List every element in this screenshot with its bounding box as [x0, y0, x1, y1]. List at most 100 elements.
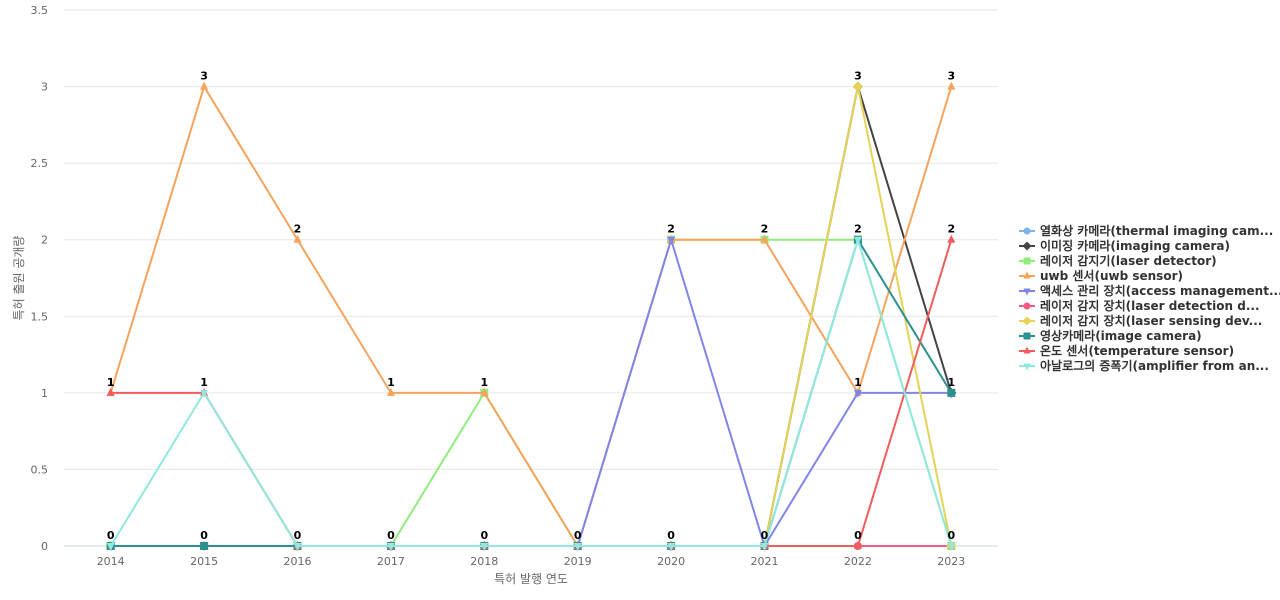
x-tick-label: 2023 — [937, 555, 965, 568]
legend-item: 레이저 감지기(laser detector) — [1019, 253, 1217, 268]
data-label: 0 — [294, 529, 302, 542]
data-label: 2 — [854, 223, 862, 236]
legend-label: 레이저 감지기(laser detector) — [1040, 253, 1217, 268]
data-label: 0 — [200, 529, 208, 542]
x-axis-title: 특허 발행 연도 — [494, 571, 568, 586]
y-axis-ticks: 0 0.5 1 1.5 2 2.5 3 3.5 — [31, 4, 49, 553]
legend-item: 레이저 감지 장치(laser sensing dev... — [1019, 313, 1262, 328]
data-label: 3 — [947, 70, 955, 83]
data-label: 0 — [574, 529, 582, 542]
data-point — [293, 234, 302, 243]
series-3 — [106, 81, 956, 549]
data-point — [667, 236, 676, 245]
series-line — [109, 238, 953, 547]
data-point — [386, 543, 395, 551]
legend-label: 열화상 카메라(thermal imaging cam... — [1040, 223, 1273, 238]
x-tick-label: 2019 — [564, 555, 592, 568]
x-tick-label: 2020 — [657, 555, 685, 568]
legend-item: 액세스 관리 장치(access management... — [1019, 283, 1280, 298]
legend-marker — [1023, 363, 1031, 371]
legend-label: 레이저 감지 장치(laser detection d... — [1040, 298, 1260, 313]
legend-label: 레이저 감지 장치(laser sensing dev... — [1040, 313, 1262, 328]
data-label: 0 — [947, 529, 955, 542]
legend-marker — [1023, 227, 1031, 235]
data-point — [947, 543, 956, 551]
data-point — [200, 542, 209, 550]
data-point — [200, 81, 209, 90]
series-4 — [106, 236, 956, 551]
data-label: 1 — [947, 376, 955, 389]
x-axis-ticks: 2014 2015 2016 2017 2018 2019 2020 2021 2022 2023 — [97, 555, 966, 568]
y-tick-label: 3.5 — [31, 4, 49, 17]
data-label: 0 — [107, 529, 115, 542]
x-tick-label: 2015 — [190, 555, 218, 568]
x-tick-label: 2017 — [377, 555, 405, 568]
data-label: 0 — [761, 529, 769, 542]
legend-item: uwb 센서(uwb sensor) — [1019, 268, 1183, 283]
data-point — [480, 387, 489, 396]
legend-marker — [1023, 302, 1031, 310]
legend: 열화상 카메라(thermal imaging cam...이미징 카메라(im… — [1019, 223, 1280, 373]
data-point — [947, 234, 956, 243]
legend-marker — [1023, 257, 1031, 265]
legend-marker — [1023, 346, 1031, 354]
series-9 — [106, 236, 956, 551]
data-point — [200, 389, 209, 398]
data-label: 1 — [387, 376, 395, 389]
x-tick-label: 2014 — [97, 555, 125, 568]
data-point — [106, 387, 115, 396]
legend-label: 온도 센서(temperature sensor) — [1040, 343, 1234, 358]
x-tick-label: 2022 — [844, 555, 872, 568]
legend-item: 이미징 카메라(imaging camera) — [1019, 238, 1230, 253]
legend-item: 아날로그의 증폭기(amplifier from an... — [1019, 358, 1269, 373]
data-label: 1 — [107, 376, 115, 389]
series-8 — [106, 234, 956, 549]
legend-label: 액세스 관리 장치(access management... — [1040, 283, 1280, 298]
data-label: 0 — [480, 529, 488, 542]
x-tick-label: 2018 — [470, 555, 498, 568]
legend-item: 온도 센서(temperature sensor) — [1019, 343, 1234, 358]
data-point — [293, 543, 302, 551]
data-point — [760, 543, 769, 551]
data-label: 1 — [107, 376, 115, 389]
data-point — [947, 388, 956, 397]
data-point — [480, 543, 489, 551]
data-label: 0 — [387, 529, 395, 542]
data-label: 1 — [480, 376, 488, 389]
data-label: 2 — [294, 223, 302, 236]
x-tick-label: 2021 — [751, 555, 779, 568]
legend-marker — [1022, 316, 1032, 326]
data-point — [106, 543, 115, 551]
data-point — [853, 389, 862, 398]
data-label: 3 — [854, 70, 862, 83]
data-point — [852, 81, 863, 92]
y-tick-label: 1 — [41, 387, 48, 400]
series-layer — [105, 81, 957, 551]
legend-item: 열화상 카메라(thermal imaging cam... — [1019, 223, 1273, 238]
data-point — [386, 387, 395, 396]
y-tick-label: 0.5 — [31, 463, 49, 476]
data-label: 3 — [200, 70, 208, 83]
data-point — [853, 236, 862, 245]
data-point — [667, 543, 676, 551]
legend-label: uwb 센서(uwb sensor) — [1040, 268, 1183, 283]
data-label: 0 — [854, 529, 862, 542]
y-tick-label: 2.5 — [31, 157, 49, 170]
data-label: 1 — [854, 376, 862, 389]
legend-marker — [1022, 241, 1032, 251]
data-point — [947, 81, 956, 90]
data-label: 1 — [200, 376, 208, 389]
data-label: 2 — [667, 223, 675, 236]
data-label: 2 — [947, 223, 955, 236]
y-tick-label: 0 — [41, 540, 48, 553]
y-tick-label: 1.5 — [31, 310, 49, 323]
legend-marker — [1023, 288, 1031, 296]
legend-marker — [1023, 271, 1031, 279]
legend-item: 레이저 감지 장치(laser detection d... — [1019, 298, 1260, 313]
y-tick-label: 3 — [41, 81, 48, 94]
grid-lines — [64, 9, 998, 470]
legend-label: 영상카메라(image camera) — [1040, 328, 1202, 343]
data-point — [760, 234, 769, 243]
